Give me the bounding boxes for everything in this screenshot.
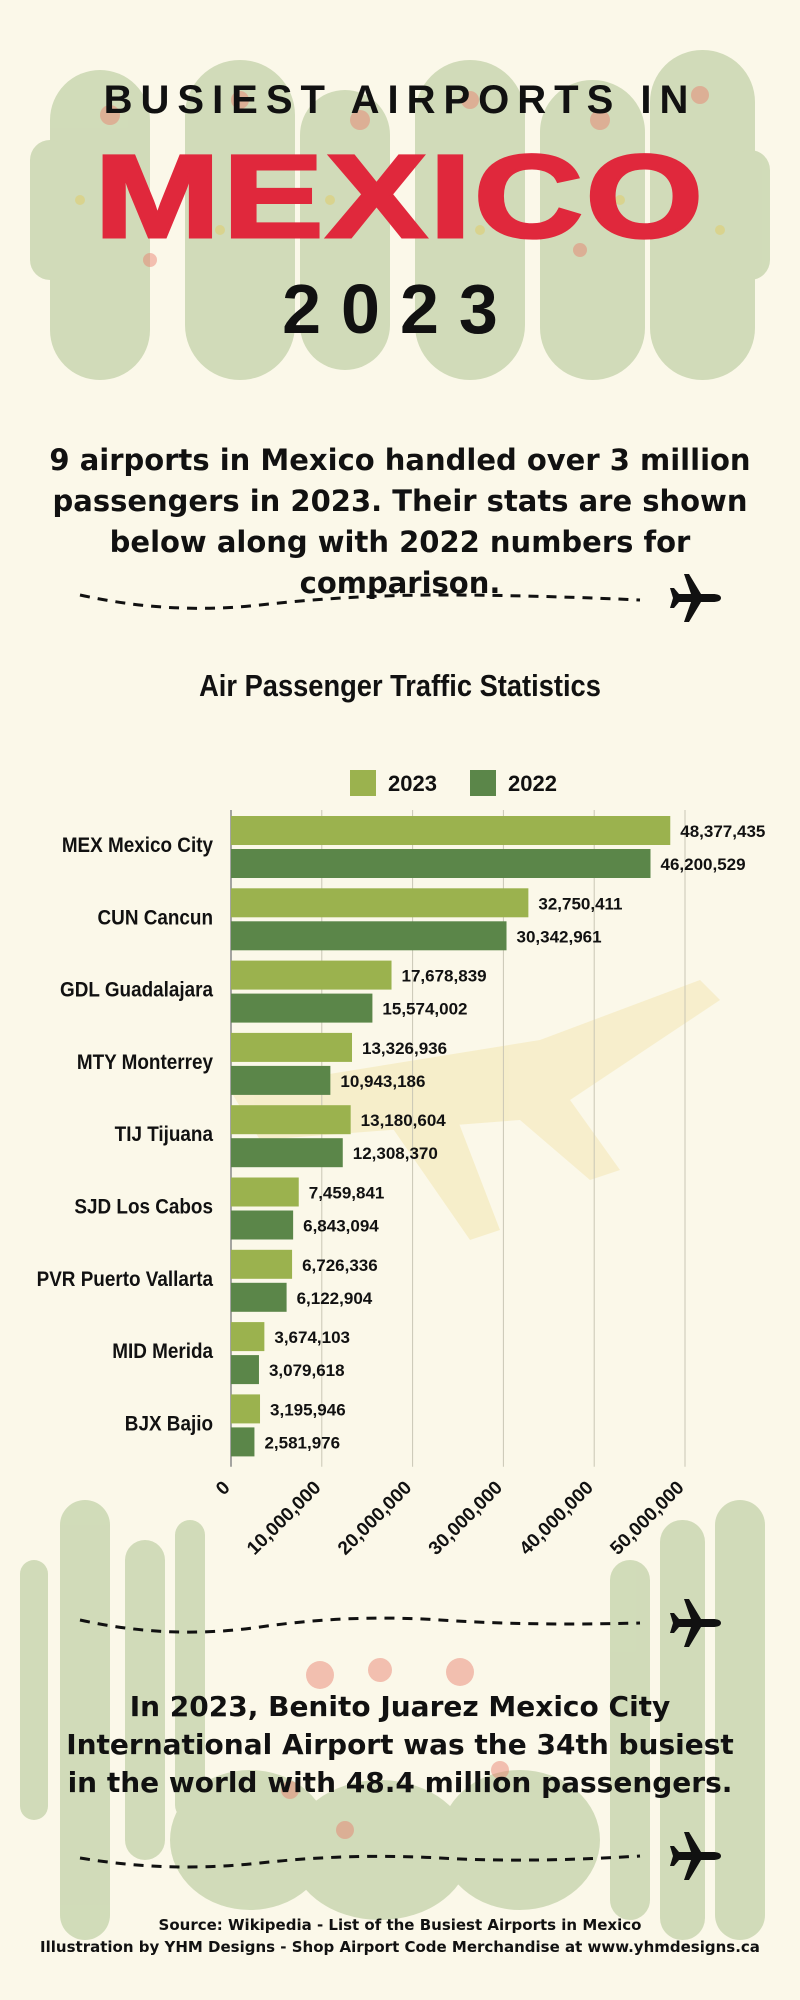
data-label-2023: 13,326,936 — [362, 1039, 447, 1058]
bar-chart: 2023 2022 MEX Mexico City 48,377,435 46,200,… — [37, 770, 765, 1559]
legend-label-2023: 2023 — [388, 771, 437, 796]
category-label: MID Merida — [112, 1340, 214, 1363]
flight-path-divider — [79, 1832, 721, 1880]
legend-label-2022: 2022 — [508, 771, 557, 796]
x-tick-label: 0 — [212, 1477, 234, 1499]
data-label-2023: 48,377,435 — [680, 822, 765, 841]
data-label-2022: 6,122,904 — [297, 1289, 373, 1308]
bar-2022 — [231, 1427, 255, 1457]
data-label-2023: 17,678,839 — [402, 967, 487, 986]
x-tick-label: 20,000,000 — [334, 1477, 416, 1559]
legend-swatch-2023 — [350, 770, 376, 796]
bar-2022 — [231, 849, 651, 878]
bar-2022 — [231, 1355, 259, 1385]
data-label-2023: 3,195,946 — [270, 1400, 346, 1419]
closing-text: In 2023, Benito Juarez Mexico City Inter… — [66, 1690, 734, 1799]
category-label: TIJ Tijuana — [115, 1123, 214, 1146]
x-tick-label: 40,000,000 — [516, 1477, 598, 1559]
data-label-2023: 3,674,103 — [274, 1328, 350, 1347]
data-label-2022: 12,308,370 — [353, 1144, 438, 1163]
credit-text: Illustration by YHM Designs - Shop Airpo… — [40, 1938, 760, 1956]
data-label-2022: 10,943,186 — [340, 1072, 425, 1091]
intro-text: 9 airports in Mexico handled over 3 mill… — [49, 443, 751, 600]
bar-2022 — [231, 1210, 294, 1240]
airplane-icon — [670, 1832, 721, 1880]
legend-swatch-2022 — [470, 770, 496, 796]
bar-2023 — [231, 1249, 293, 1279]
bar-2023 — [231, 1177, 299, 1207]
category-label: SJD Los Cabos — [74, 1196, 213, 1219]
data-label-2022: 6,843,094 — [303, 1217, 379, 1236]
footer: Source: Wikipedia - List of the Busiest … — [0, 1914, 800, 1958]
data-label-2022: 30,342,961 — [517, 927, 602, 946]
category-label: PVR Puerto Vallarta — [37, 1268, 214, 1291]
category-label: BJX Bajio — [125, 1413, 213, 1436]
data-label-2023: 13,180,604 — [361, 1111, 447, 1130]
x-tick-label: 10,000,000 — [243, 1477, 325, 1559]
data-label-2023: 32,750,411 — [538, 894, 622, 913]
category-label: MTY Monterrey — [77, 1051, 213, 1074]
chart-title: Air Passenger Traffic Statistics — [199, 668, 601, 703]
category-label: GDL Guadalajara — [60, 979, 214, 1002]
bar-2022 — [231, 1065, 331, 1095]
x-tick-label: 50,000,000 — [606, 1477, 688, 1559]
source-text: Source: Wikipedia - List of the Busiest … — [158, 1916, 642, 1934]
bar-2022 — [231, 1138, 343, 1168]
bar-2023 — [231, 1032, 353, 1062]
bar-2022 — [231, 993, 373, 1023]
bar-2023 — [231, 1394, 261, 1424]
category-label: CUN Cancun — [98, 906, 213, 929]
bar-2023 — [231, 888, 529, 918]
bar-2023 — [231, 1322, 265, 1352]
airplane-icon — [670, 1599, 721, 1647]
data-label-2022: 3,079,618 — [269, 1361, 345, 1380]
flight-path-divider — [79, 1599, 721, 1647]
x-tick-label: 30,000,000 — [425, 1477, 507, 1559]
airplane-icon — [670, 574, 721, 622]
bar-2023 — [231, 1105, 351, 1135]
title-line-1: BUSIEST AIRPORTS IN — [103, 78, 697, 122]
category-label: MEX Mexico City — [62, 834, 213, 857]
data-label-2023: 6,726,336 — [302, 1256, 378, 1275]
title-country: MEXICO — [92, 131, 706, 263]
data-label-2022: 15,574,002 — [382, 1000, 467, 1019]
bar-2023 — [231, 960, 392, 990]
bar-2022 — [231, 1282, 287, 1312]
title-year: 2023 — [282, 270, 518, 348]
flight-path-divider — [79, 574, 721, 622]
data-label-2022: 46,200,529 — [661, 855, 746, 874]
bar-2022 — [231, 921, 507, 951]
header: BUSIEST AIRPORTS IN MEXICO 2023 — [0, 80, 800, 344]
bar-2023 — [231, 816, 671, 845]
data-label-2023: 7,459,841 — [309, 1184, 385, 1203]
data-label-2022: 2,581,976 — [264, 1433, 340, 1452]
